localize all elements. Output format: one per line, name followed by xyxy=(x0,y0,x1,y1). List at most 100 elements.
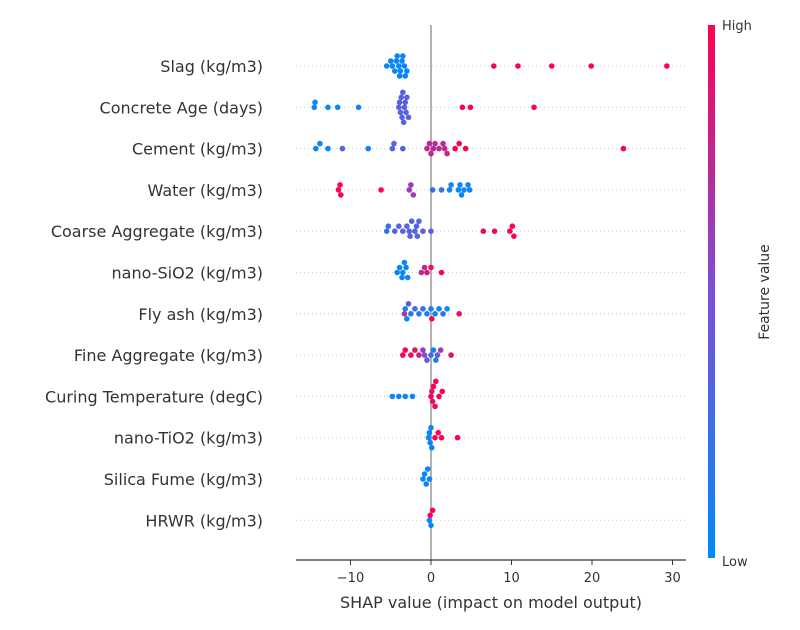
shap-point xyxy=(383,63,390,69)
shap-point xyxy=(406,228,413,234)
shap-point xyxy=(433,357,439,363)
shap-point xyxy=(428,424,434,431)
shap-point xyxy=(391,140,397,147)
shap-point xyxy=(412,306,418,312)
shap-point xyxy=(399,114,405,121)
shap-point xyxy=(426,429,433,436)
x-tick-label: 20 xyxy=(584,571,601,586)
shap-point xyxy=(432,140,438,147)
shap-point xyxy=(438,269,445,276)
feature-label: Cement (kg/m3) xyxy=(132,140,263,159)
colorbar xyxy=(708,25,715,558)
shap-point xyxy=(313,145,319,152)
shap-point xyxy=(428,228,434,234)
shap-point xyxy=(435,429,442,436)
shap-point xyxy=(400,89,406,96)
colorbar-title: Feature value xyxy=(757,244,773,340)
x-tick-label: 0 xyxy=(427,571,435,586)
feature-label: Water (kg/m3) xyxy=(148,181,263,200)
shap-point xyxy=(396,73,403,79)
feature-label: Fly ash (kg/m3) xyxy=(138,305,263,324)
shap-point xyxy=(436,145,442,152)
shap-point xyxy=(432,434,438,441)
shap-point xyxy=(461,187,467,193)
shap-point xyxy=(409,393,416,400)
shap-point xyxy=(452,145,458,152)
shap-point xyxy=(416,352,422,358)
shap-point xyxy=(448,182,454,188)
feature-label: Silica Fume (kg/m3) xyxy=(104,470,263,489)
shap-point xyxy=(396,99,403,106)
shap-point xyxy=(385,223,392,229)
shap-point xyxy=(397,68,404,74)
shap-point xyxy=(412,228,418,234)
shap-point xyxy=(456,140,462,147)
shap-point xyxy=(396,223,402,229)
shap-point xyxy=(436,306,442,312)
shap-point xyxy=(412,347,418,353)
shap-point xyxy=(389,393,396,400)
shap-point xyxy=(462,145,469,152)
feature-label: Coarse Aggregate (kg/m3) xyxy=(51,222,263,241)
shap-point xyxy=(402,347,409,353)
shap-point xyxy=(429,316,435,322)
shap-point xyxy=(401,311,408,317)
shap-point xyxy=(408,218,415,224)
shap-point xyxy=(465,182,471,188)
shap-point xyxy=(402,99,409,106)
shap-point xyxy=(466,187,473,193)
shap-point xyxy=(416,218,422,224)
shap-point xyxy=(429,187,436,193)
shap-point xyxy=(437,347,444,353)
shap-point xyxy=(401,259,408,266)
shap-point xyxy=(394,53,400,59)
shap-point xyxy=(439,388,446,395)
shap-point xyxy=(446,187,453,193)
feature-label: nano-SiO2 (kg/m3) xyxy=(112,264,263,283)
shap-point xyxy=(403,109,409,116)
shap-point xyxy=(436,393,442,400)
shap-point xyxy=(428,522,434,529)
shap-point xyxy=(396,393,402,400)
shap-point xyxy=(396,264,403,271)
shap-point xyxy=(312,99,318,106)
shap-point xyxy=(389,145,396,152)
shap-point xyxy=(454,434,461,441)
shap-point xyxy=(387,58,394,64)
shap-point xyxy=(408,182,414,188)
shap-point xyxy=(398,94,405,101)
shap-point xyxy=(448,352,454,358)
shap-point xyxy=(428,150,434,157)
shap-point xyxy=(426,476,433,482)
shap-point xyxy=(458,192,465,198)
shap-point xyxy=(424,466,431,472)
shap-point xyxy=(664,63,670,69)
shap-point xyxy=(389,63,396,69)
shap-point xyxy=(444,306,450,312)
shap-point xyxy=(416,311,422,317)
shap-point xyxy=(418,269,425,276)
shap-point xyxy=(400,53,406,59)
x-tick-label: 10 xyxy=(503,571,520,586)
shap-point xyxy=(459,104,466,111)
shap-point xyxy=(407,233,413,239)
shap-point xyxy=(455,187,462,193)
scatter-points xyxy=(311,53,670,529)
shap-point xyxy=(404,316,410,322)
shap-point xyxy=(432,403,438,410)
x-axis-title: SHAP value (impact on model output) xyxy=(340,593,642,612)
shap-point xyxy=(421,264,428,271)
shap-point xyxy=(429,507,436,514)
shap-point xyxy=(440,140,446,147)
shap-point xyxy=(400,352,406,358)
shap-point xyxy=(334,104,341,111)
shap-point xyxy=(440,311,446,317)
shap-point xyxy=(428,306,434,312)
shap-point xyxy=(337,182,343,188)
shap-point xyxy=(428,352,434,358)
shap-point xyxy=(548,63,555,69)
shap-point xyxy=(393,58,400,64)
shap-point xyxy=(413,223,420,229)
shap-point xyxy=(425,434,432,441)
shap-point xyxy=(404,68,410,74)
